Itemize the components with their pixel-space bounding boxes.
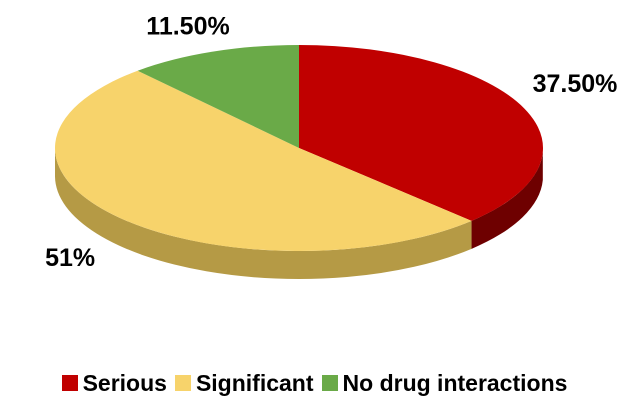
legend-swatch: [321, 375, 338, 391]
legend-swatch: [61, 375, 78, 391]
legend-item-no-drug-interactions: No drug interactions: [321, 369, 568, 397]
pie-sides: [55, 148, 543, 280]
data-label-no-drug-interactions: 11.50%: [146, 13, 229, 41]
pie-slices: [55, 45, 543, 251]
legend-item-significant: Significant: [174, 369, 314, 397]
data-label-significant: 51%: [45, 244, 95, 272]
chart-legend: Serious Significant No drug interactions: [0, 366, 629, 400]
pie-data-labels: 37.50% 51% 11.50%: [45, 13, 617, 273]
legend-label: No drug interactions: [342, 369, 568, 396]
pie-slice-significant: [55, 70, 472, 251]
pie-slice-serious: [299, 45, 543, 221]
pie-side-serious: [471, 152, 543, 249]
pie-chart-svg: 37.50% 51% 11.50%: [45, 13, 617, 280]
pie-slice-no-drug-interactions: [137, 45, 299, 148]
legend-item-serious: Serious: [61, 369, 167, 397]
legend-label: Significant: [195, 369, 314, 396]
pie-side-significant: [55, 148, 472, 280]
legend-swatch: [174, 375, 191, 391]
legend-label: Serious: [82, 369, 167, 396]
data-label-serious: 37.50%: [533, 70, 618, 98]
